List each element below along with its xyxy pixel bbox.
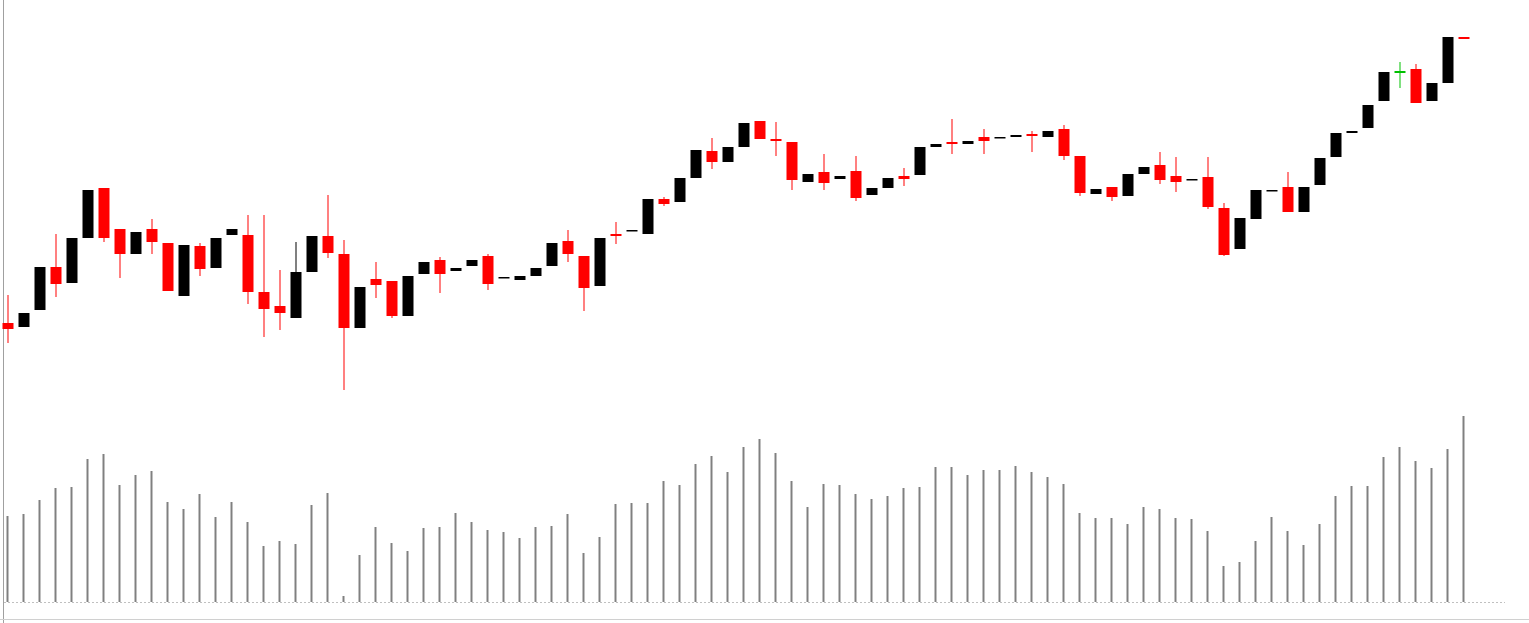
- candle-body: [1458, 37, 1470, 39]
- candle-body: [18, 313, 30, 327]
- candle-body: [562, 241, 574, 254]
- candle-body: [978, 137, 990, 141]
- candle-body: [722, 147, 734, 162]
- candle-body: [98, 188, 110, 238]
- candle-body: [1170, 176, 1182, 182]
- candle-body: [434, 260, 446, 274]
- candle-body: [450, 268, 462, 271]
- candle-body: [818, 172, 830, 183]
- candle-body: [1314, 158, 1326, 185]
- candle-body: [50, 267, 62, 284]
- candle-body: [770, 139, 782, 141]
- candle-body: [402, 276, 414, 316]
- candle-body: [34, 267, 46, 310]
- candle-body: [1250, 190, 1262, 219]
- candle-body: [690, 150, 702, 178]
- candle-body: [66, 238, 78, 283]
- candle-body: [578, 256, 590, 288]
- candle-body: [994, 137, 1006, 139]
- candle-body: [258, 292, 270, 309]
- candle-body: [274, 306, 286, 313]
- candle-body: [1058, 129, 1070, 156]
- candle-body: [946, 142, 958, 144]
- candle-body: [1010, 135, 1022, 137]
- candle-body: [882, 178, 894, 188]
- candle-body: [914, 147, 926, 175]
- candle-body: [306, 236, 318, 272]
- candle-body: [866, 188, 878, 195]
- candle-body: [1090, 189, 1102, 194]
- candle-body: [146, 229, 158, 242]
- candle-body: [162, 243, 174, 291]
- candle-body: [338, 254, 350, 328]
- candle-body: [1026, 134, 1038, 136]
- candle-body: [930, 144, 942, 147]
- candle-body: [754, 121, 766, 139]
- candle-body: [530, 268, 542, 276]
- candle-body: [1378, 72, 1390, 101]
- candle-body: [498, 277, 510, 279]
- candle-body: [2, 323, 14, 329]
- candle-body: [386, 281, 398, 316]
- candle-body: [1298, 187, 1310, 212]
- candle-body: [1346, 131, 1358, 133]
- candle-body: [1218, 208, 1230, 255]
- candle-body: [482, 256, 494, 284]
- candle-body: [194, 246, 206, 269]
- candle-body: [1042, 131, 1054, 137]
- candle-body: [898, 176, 910, 179]
- candle-body: [1154, 165, 1166, 180]
- candle-body: [1138, 167, 1150, 174]
- candle-body: [1074, 156, 1086, 193]
- candle-body: [1394, 71, 1406, 73]
- candle-body: [786, 142, 798, 180]
- candle-body: [1202, 177, 1214, 207]
- candle-body: [418, 262, 430, 274]
- candle-body: [658, 199, 670, 204]
- candle-body: [466, 260, 478, 266]
- candle-body: [1330, 133, 1342, 157]
- candle-body: [962, 141, 974, 144]
- candle-body: [1442, 37, 1454, 83]
- candle-body: [290, 272, 302, 318]
- candle-body: [1426, 83, 1438, 101]
- candle-body: [354, 287, 366, 328]
- candle-body: [130, 232, 142, 254]
- candle-body: [210, 238, 222, 268]
- candle-body: [674, 178, 686, 202]
- candle-body: [1234, 218, 1246, 249]
- candle-body: [226, 229, 238, 235]
- candle-body: [322, 236, 334, 253]
- candle-body: [1410, 69, 1422, 103]
- candle-body: [1106, 187, 1118, 197]
- candle-body: [242, 235, 254, 292]
- candle-body: [1266, 190, 1278, 192]
- candle-body: [626, 230, 638, 232]
- candle-body: [834, 176, 846, 179]
- candle-body: [706, 151, 718, 162]
- candle-body: [514, 276, 526, 280]
- candle-body: [1186, 179, 1198, 181]
- candle-body: [1282, 187, 1294, 212]
- candle-body: [850, 171, 862, 198]
- candle-body: [82, 190, 94, 238]
- candle-body: [802, 174, 814, 182]
- candle-body: [178, 245, 190, 296]
- candle-body: [594, 238, 606, 286]
- candle-body: [610, 234, 622, 236]
- candle-body: [642, 199, 654, 234]
- candle-body: [1122, 174, 1134, 196]
- candle-body: [370, 279, 382, 285]
- candle-body: [114, 229, 126, 254]
- candle-body: [1362, 105, 1374, 128]
- candle-body: [738, 123, 750, 147]
- candle-body: [546, 243, 558, 266]
